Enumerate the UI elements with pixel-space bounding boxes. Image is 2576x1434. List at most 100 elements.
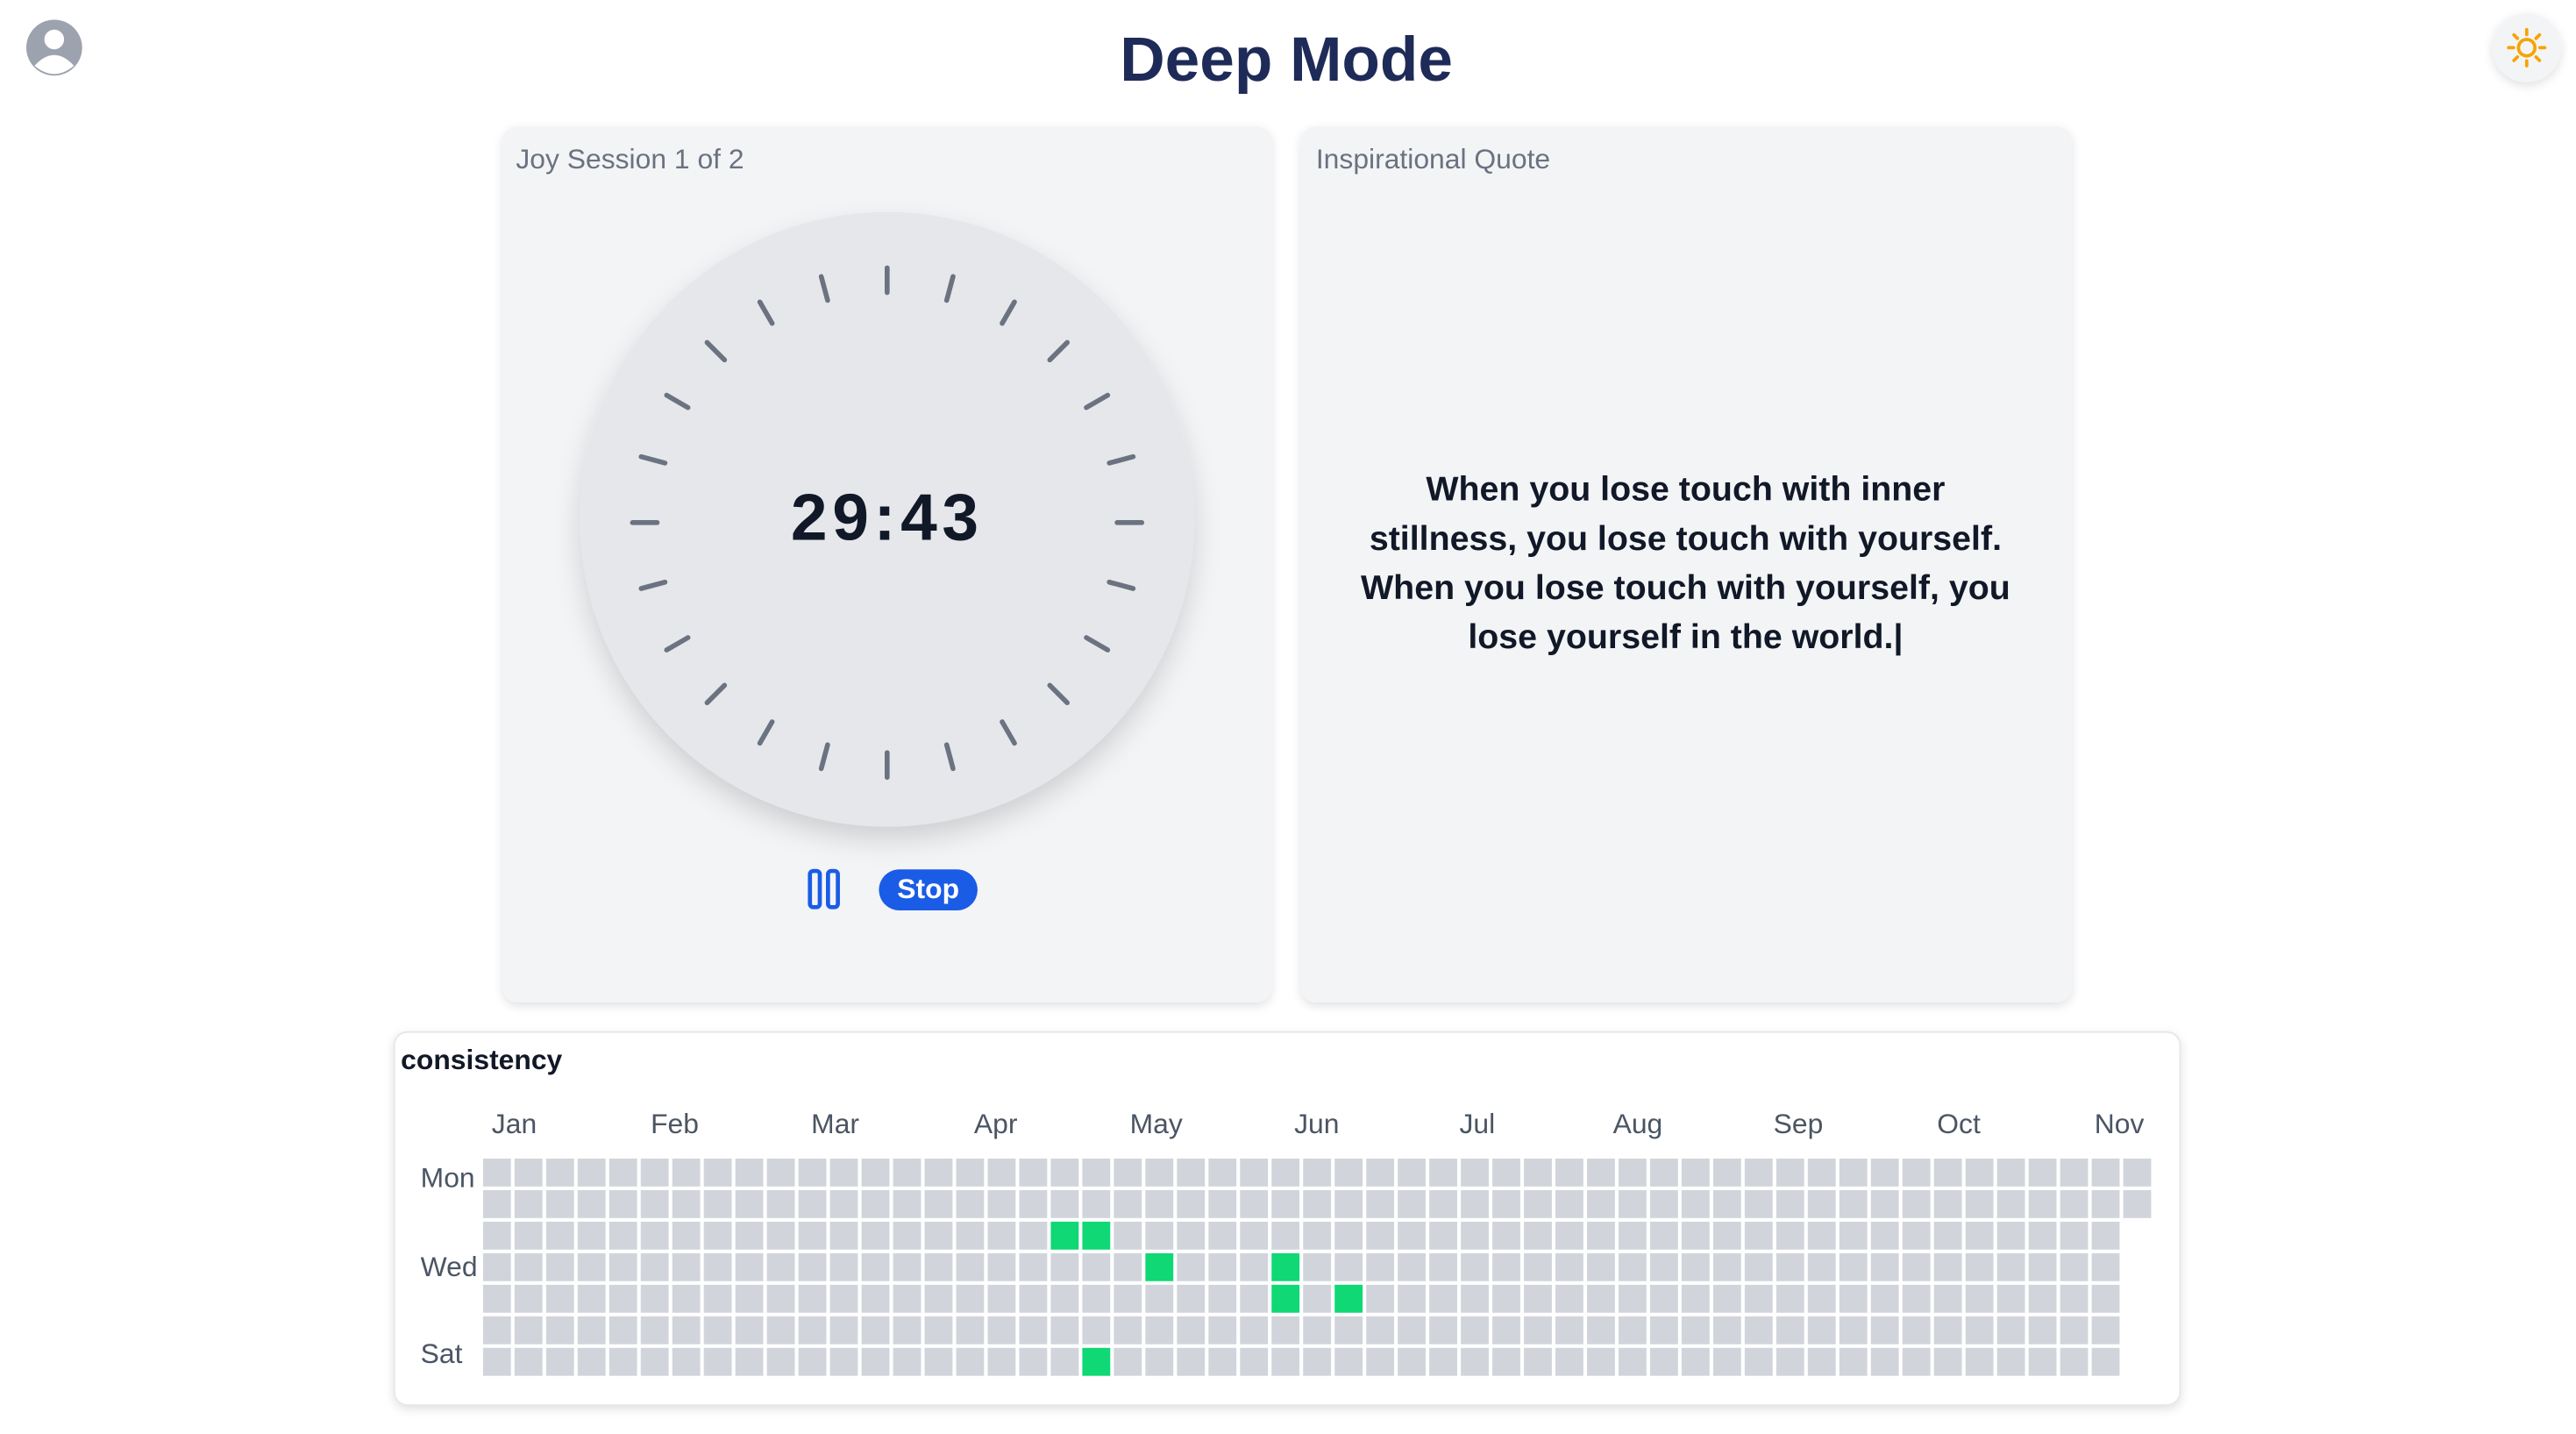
day-cell <box>1996 1316 2025 1345</box>
day-cell <box>1208 1284 1237 1313</box>
day-cell <box>640 1347 669 1376</box>
day-cell <box>482 1252 511 1281</box>
theme-toggle[interactable] <box>2492 12 2562 82</box>
stop-button[interactable]: Stop <box>879 869 978 911</box>
dial-tick <box>1084 392 1111 410</box>
day-cell <box>893 1284 922 1313</box>
day-cell <box>577 1221 606 1250</box>
day-cell <box>1082 1158 1111 1187</box>
active-day-cell <box>1050 1221 1079 1250</box>
day-cell <box>545 1189 574 1218</box>
day-cell <box>766 1158 795 1187</box>
day-cell <box>956 1284 985 1313</box>
day-cell <box>1649 1189 1678 1218</box>
day-cell <box>1965 1221 1994 1250</box>
day-cell <box>1555 1221 1583 1250</box>
day-cell <box>1933 1284 1962 1313</box>
day-cell <box>1712 1189 1741 1218</box>
active-day-cell <box>1271 1284 1300 1313</box>
month-label: Jun <box>1294 1108 1339 1139</box>
day-cell <box>1366 1284 1395 1313</box>
day-cell <box>829 1158 858 1187</box>
day-cell <box>1807 1284 1836 1313</box>
dial-tick <box>638 579 668 591</box>
day-cell <box>798 1158 827 1187</box>
profile-button[interactable] <box>25 19 82 76</box>
day-cell <box>1492 1316 1520 1345</box>
day-cell <box>1082 1316 1111 1345</box>
day-cell <box>1649 1252 1678 1281</box>
day-cell <box>893 1347 922 1376</box>
dial-ticks <box>630 265 1145 781</box>
day-cell <box>1807 1221 1836 1250</box>
day-cell <box>1775 1158 1804 1187</box>
day-cell <box>1334 1316 1363 1345</box>
day-cell <box>1240 1316 1269 1345</box>
day-cell <box>1902 1189 1931 1218</box>
day-cell <box>956 1158 985 1187</box>
day-cell <box>1965 1284 1994 1313</box>
day-cell <box>514 1347 543 1376</box>
day-cell <box>1050 1284 1079 1313</box>
day-cell <box>766 1284 795 1313</box>
day-cell <box>798 1347 827 1376</box>
day-cell <box>1555 1252 1583 1281</box>
month-label: Sep <box>1774 1108 1824 1139</box>
day-cell <box>1618 1221 1647 1250</box>
day-cell <box>1177 1347 1206 1376</box>
day-cell <box>1681 1221 1710 1250</box>
day-cell <box>1744 1252 1773 1281</box>
day-cell <box>1177 1284 1206 1313</box>
day-cell <box>1461 1252 1489 1281</box>
day-cell <box>514 1284 543 1313</box>
pause-button[interactable] <box>808 868 840 910</box>
day-cell <box>1114 1221 1142 1250</box>
day-cell <box>1996 1347 2025 1376</box>
day-cell <box>514 1316 543 1345</box>
day-cell <box>893 1189 922 1218</box>
day-cell <box>1681 1252 1710 1281</box>
dial-tick <box>1107 453 1136 466</box>
day-cell <box>1366 1316 1395 1345</box>
day-cell <box>1524 1316 1552 1345</box>
sun-rays <box>2507 27 2547 68</box>
day-cell <box>482 1221 511 1250</box>
day-cell <box>1019 1284 1048 1313</box>
dial-tick <box>704 339 728 363</box>
dial-tick <box>757 299 775 326</box>
day-cell <box>735 1347 764 1376</box>
day-cell <box>1492 1158 1520 1187</box>
day-cell <box>1870 1221 1899 1250</box>
day-cell <box>1965 1158 1994 1187</box>
month-label: Aug <box>1613 1108 1663 1139</box>
day-cell <box>1177 1316 1206 1345</box>
day-cell <box>608 1158 637 1187</box>
day-cell <box>1334 1347 1363 1376</box>
day-cell <box>1145 1189 1174 1218</box>
heatmap: Jan Feb Mar Apr May Jun Jul Aug Sep Oct Nov Mon Wed S… <box>421 1108 2152 1376</box>
day-cell <box>1398 1284 1427 1313</box>
day-cell <box>735 1158 764 1187</box>
day-cell <box>1429 1284 1457 1313</box>
day-cell <box>956 1189 985 1218</box>
day-cell <box>1870 1347 1899 1376</box>
day-cell <box>1587 1284 1615 1313</box>
day-cell <box>1775 1284 1804 1313</box>
day-cell <box>1208 1347 1237 1376</box>
day-cell <box>1303 1347 1332 1376</box>
day-cell <box>861 1221 890 1250</box>
day-cell <box>672 1189 701 1218</box>
day-cell <box>545 1252 574 1281</box>
day-cell <box>1870 1158 1899 1187</box>
day-cell <box>1839 1316 1868 1345</box>
day-cell <box>861 1284 890 1313</box>
day-cell <box>577 1189 606 1218</box>
day-cell <box>1870 1252 1899 1281</box>
day-cell <box>956 1252 985 1281</box>
month-label: Apr <box>974 1108 1018 1139</box>
avatar-head <box>44 29 65 50</box>
day-cell <box>1555 1284 1583 1313</box>
day-cell <box>1303 1316 1332 1345</box>
day-cell <box>672 1316 701 1345</box>
